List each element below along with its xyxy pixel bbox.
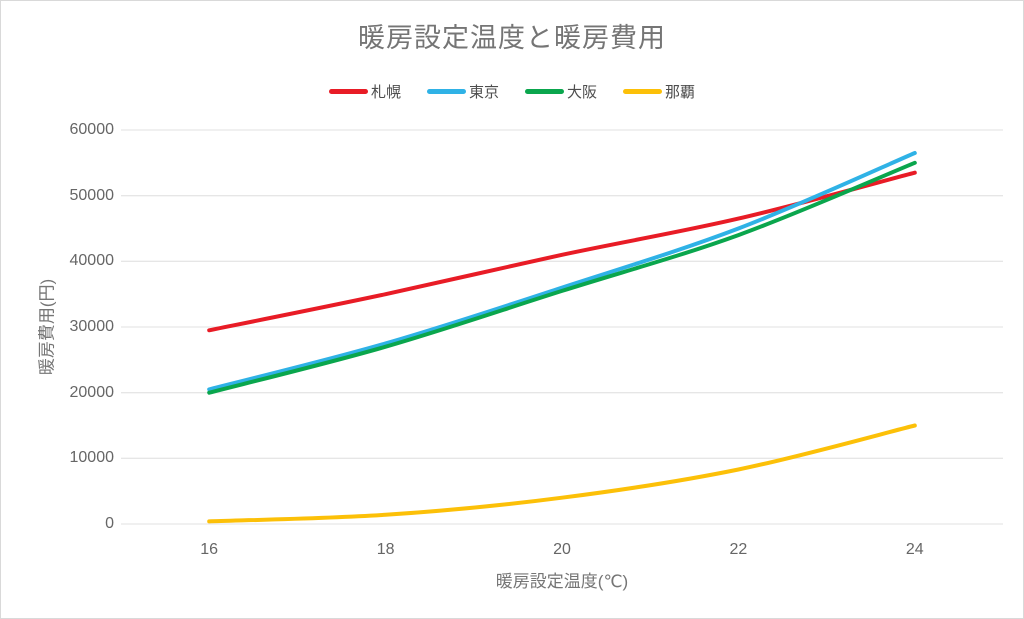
series-line: [207, 151, 917, 392]
legend-label: 札幌: [370, 84, 401, 101]
y-tick-label: 50000: [69, 186, 115, 204]
y-tick-label: 60000: [69, 121, 115, 138]
legend-swatch-icon: [525, 89, 564, 94]
legend-label: 那覇: [665, 84, 696, 101]
legend-item: 東京: [426, 81, 499, 102]
legend-swatch-icon: [328, 89, 368, 94]
y-tick-label: 20000: [69, 383, 115, 401]
chart-legend: 札幌 東京 大阪 那覇: [1, 81, 1023, 102]
legend-label: 東京: [468, 84, 499, 101]
x-tick-label: 18: [376, 541, 395, 558]
y-tick-label: 40000: [69, 252, 115, 270]
y-tick-label: 0: [105, 515, 114, 532]
x-tick-label: 16: [200, 541, 219, 558]
series-line: [207, 423, 917, 524]
series-line: [207, 170, 917, 333]
legend-label: 大阪: [567, 84, 598, 101]
y-tick-label: 10000: [69, 449, 115, 467]
x-tick-label: 22: [729, 541, 748, 558]
series-line: [207, 160, 917, 395]
legend-item: 札幌: [328, 81, 401, 102]
legend-item: 那覇: [623, 81, 695, 102]
x-tick-label: 20: [553, 541, 571, 558]
y-tick-label: 30000: [69, 318, 115, 335]
chart-title: 暖房設定温度と暖房費用: [358, 23, 666, 53]
legend-item: 大阪: [525, 81, 597, 102]
legend-swatch-icon: [426, 89, 466, 94]
x-tick-label: 24: [905, 541, 924, 558]
legend-swatch-icon: [623, 89, 663, 94]
x-axis-title: 暖房設定温度(℃): [495, 572, 629, 591]
